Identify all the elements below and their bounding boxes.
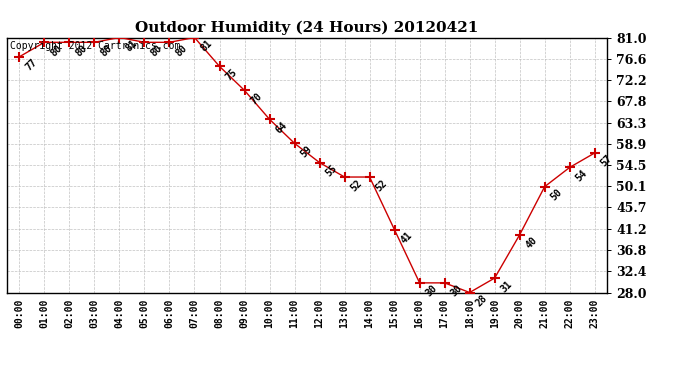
Text: 70: 70 (248, 91, 264, 106)
Text: 77: 77 (23, 57, 39, 73)
Text: 52: 52 (348, 177, 364, 193)
Text: 50: 50 (549, 187, 564, 202)
Text: 52: 52 (374, 177, 389, 193)
Text: 59: 59 (299, 144, 314, 159)
Text: Copyright 2012 Cartronics.com: Copyright 2012 Cartronics.com (10, 41, 180, 51)
Text: 40: 40 (524, 235, 539, 250)
Text: 81: 81 (199, 38, 214, 53)
Text: 80: 80 (174, 43, 189, 58)
Title: Outdoor Humidity (24 Hours) 20120421: Outdoor Humidity (24 Hours) 20120421 (135, 21, 479, 35)
Text: 80: 80 (74, 43, 89, 58)
Text: 80: 80 (99, 43, 114, 58)
Text: 75: 75 (224, 67, 239, 82)
Text: 55: 55 (324, 163, 339, 178)
Text: 57: 57 (599, 153, 614, 169)
Text: 54: 54 (574, 168, 589, 183)
Text: 80: 80 (148, 43, 164, 58)
Text: 81: 81 (124, 38, 139, 53)
Text: 31: 31 (499, 279, 514, 294)
Text: 41: 41 (399, 231, 414, 246)
Text: 30: 30 (448, 284, 464, 299)
Text: 64: 64 (274, 120, 289, 135)
Text: 30: 30 (424, 284, 439, 299)
Text: 28: 28 (474, 293, 489, 308)
Text: 80: 80 (48, 43, 64, 58)
